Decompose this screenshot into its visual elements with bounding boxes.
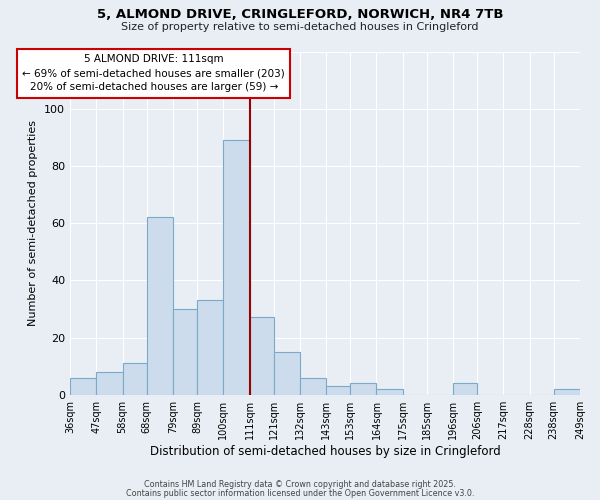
Bar: [376, 389, 403, 394]
Bar: [197, 300, 223, 394]
Bar: [250, 318, 274, 394]
Bar: [274, 352, 300, 395]
Bar: [453, 384, 477, 394]
Bar: [173, 309, 197, 394]
Bar: [223, 140, 250, 394]
Y-axis label: Number of semi-detached properties: Number of semi-detached properties: [28, 120, 38, 326]
X-axis label: Distribution of semi-detached houses by size in Cringleford: Distribution of semi-detached houses by …: [149, 444, 500, 458]
Bar: [326, 386, 350, 394]
Bar: [97, 372, 122, 394]
Text: Contains public sector information licensed under the Open Government Licence v3: Contains public sector information licen…: [126, 488, 474, 498]
Text: Contains HM Land Registry data © Crown copyright and database right 2025.: Contains HM Land Registry data © Crown c…: [144, 480, 456, 489]
Text: 5, ALMOND DRIVE, CRINGLEFORD, NORWICH, NR4 7TB: 5, ALMOND DRIVE, CRINGLEFORD, NORWICH, N…: [97, 8, 503, 20]
Bar: [554, 389, 580, 394]
Bar: [350, 384, 376, 394]
Bar: [300, 378, 326, 394]
Bar: [70, 378, 97, 394]
Text: 5 ALMOND DRIVE: 111sqm
← 69% of semi-detached houses are smaller (203)
20% of se: 5 ALMOND DRIVE: 111sqm ← 69% of semi-det…: [22, 54, 285, 92]
Text: Size of property relative to semi-detached houses in Cringleford: Size of property relative to semi-detach…: [121, 22, 479, 32]
Bar: [146, 218, 173, 394]
Bar: [122, 363, 146, 394]
